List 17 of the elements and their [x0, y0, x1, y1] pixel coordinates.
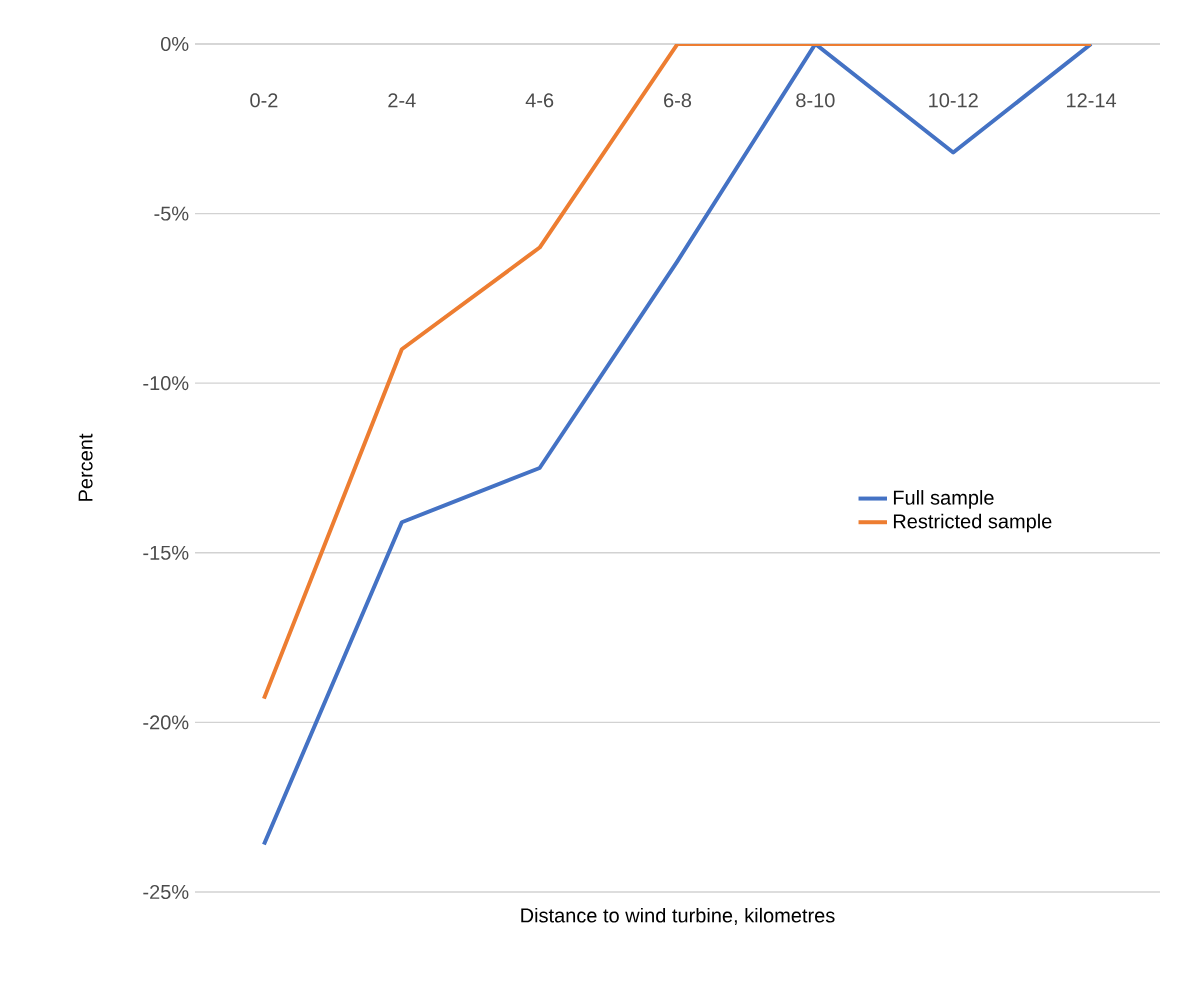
x-tick-label: 12-14	[1067, 93, 1117, 108]
y-tick-label: -15%	[143, 545, 189, 560]
y-tick-label: -25%	[143, 884, 189, 900]
x-tick-label: 2-4	[388, 93, 416, 108]
y-axis-title: Percent	[78, 433, 93, 501]
x-tick-label: 10-12	[929, 93, 978, 108]
y-tick-label: 0%	[161, 36, 189, 52]
x-tick-label: 0-2	[250, 93, 278, 108]
x-tick-label: 8-10	[796, 93, 835, 108]
legend-label: Restricted sample	[893, 513, 1052, 533]
y-tick-label: -20%	[143, 715, 189, 730]
legend-label: Full sample	[893, 490, 994, 509]
x-tick-label: 6-8	[664, 93, 692, 108]
y-tick-label: -10%	[143, 376, 189, 391]
x-axis-title: Distance to wind turbine, kilometres	[521, 907, 835, 925]
y-tick-label: -5%	[154, 206, 189, 221]
x-tick-label: 4-6	[525, 93, 554, 108]
